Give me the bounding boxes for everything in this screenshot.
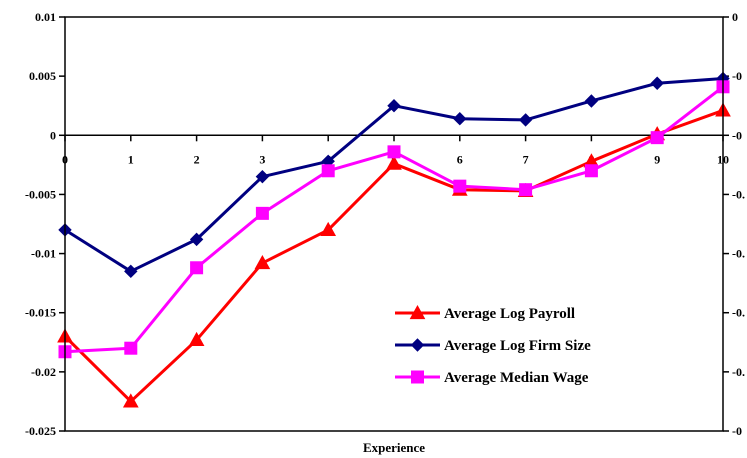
x-tick-label: 6 xyxy=(457,152,463,166)
legend-label: Average Log Firm Size xyxy=(444,338,591,354)
series-layer xyxy=(57,71,731,408)
x-tick-label: 3 xyxy=(259,152,265,166)
data-point xyxy=(584,164,598,178)
data-point xyxy=(584,94,599,108)
data-point xyxy=(255,169,270,184)
x-tick-label: 9 xyxy=(654,152,660,166)
data-point xyxy=(453,112,467,126)
y-axis-ticks: 0.01 0.005 0 -0.005 -0.01 -0.015 -0.02 -0.025 xyxy=(25,10,65,438)
right-tick-label: -0 xyxy=(732,424,742,438)
legend-marker xyxy=(409,304,426,320)
x-tick-label: 7 xyxy=(523,152,529,166)
legend-marker xyxy=(411,370,424,384)
y-tick-label: -0.02 xyxy=(31,365,56,379)
data-point xyxy=(519,183,533,197)
data-point xyxy=(387,145,401,159)
plot-area-frame xyxy=(64,16,724,432)
right-tick-label: -0. xyxy=(732,365,745,379)
legend: Average Log Payroll Average Log Firm Size… xyxy=(395,304,591,386)
data-point xyxy=(124,264,138,279)
legend-label: Average Median Wage xyxy=(444,370,589,386)
data-point xyxy=(321,164,335,178)
y-tick-label: 0.01 xyxy=(35,10,56,24)
data-point xyxy=(190,261,204,275)
data-point xyxy=(188,331,205,347)
data-point xyxy=(518,113,533,127)
y-tick-label: 0 xyxy=(50,128,56,142)
x-tick-label: 1 xyxy=(128,152,134,166)
x-tick-label: 2 xyxy=(194,152,200,166)
data-point xyxy=(255,206,269,220)
data-point xyxy=(650,76,664,90)
right-tick-label: 0 xyxy=(732,10,738,24)
data-point xyxy=(453,179,467,193)
x-axis-title: Experience xyxy=(363,440,425,455)
legend-label: Average Log Payroll xyxy=(444,306,575,322)
right-tick-label: -0 xyxy=(732,69,742,83)
data-point xyxy=(189,232,204,247)
series-1 xyxy=(58,71,730,279)
series-2 xyxy=(58,80,730,359)
y-tick-label: -0.025 xyxy=(25,424,56,438)
y-tick-label: -0.01 xyxy=(31,247,56,261)
data-point xyxy=(650,131,664,145)
y-tick-label: -0.005 xyxy=(25,187,56,201)
series-line xyxy=(64,85,724,354)
y-tick-label: -0.015 xyxy=(25,306,56,320)
data-point xyxy=(122,393,139,408)
right-tick-label: -0. xyxy=(732,187,745,201)
right-tick-label: -0. xyxy=(732,247,745,261)
legend-marker xyxy=(410,338,425,352)
right-tick-label: -0. xyxy=(732,306,745,320)
data-point xyxy=(386,155,402,170)
data-point xyxy=(387,99,401,113)
right-tick-label: -0 xyxy=(732,128,742,142)
secondary-y-axis-ticks: 0 -0 -0 -0. -0. -0. -0. -0 xyxy=(723,10,745,438)
data-point xyxy=(320,221,337,237)
y-tick-label: 0.005 xyxy=(29,69,56,83)
data-point xyxy=(254,255,271,270)
data-point xyxy=(124,341,138,355)
